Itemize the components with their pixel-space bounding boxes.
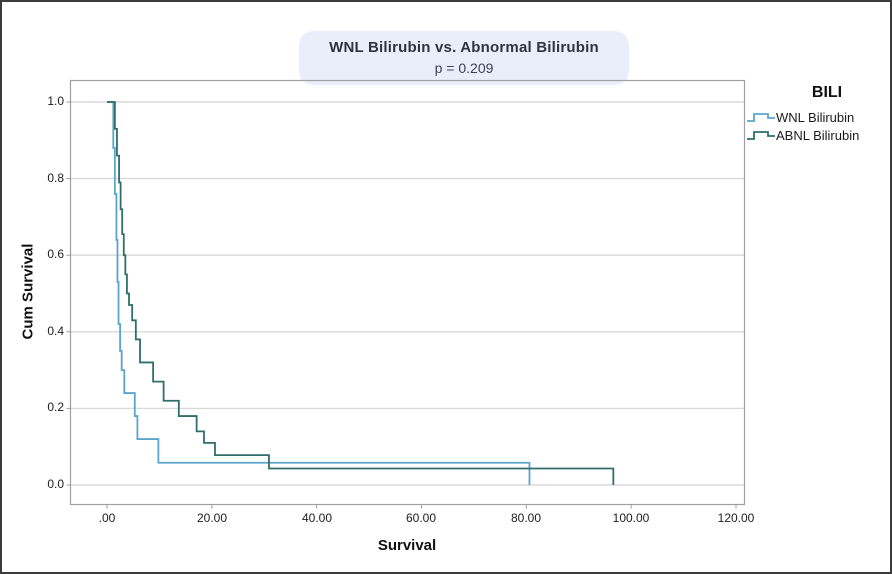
x-axis-title: Survival [377,537,437,554]
gridlines [70,101,745,486]
chart-title: WNL Bilirubin vs. Abnormal Bilirubin [329,39,599,57]
y-axis-title: Cum Survival [19,243,37,340]
y-tick-0.6: 0.6 [47,247,64,261]
y-tick-1.0: 1.0 [47,94,64,108]
legend-title: BILI [811,84,843,101]
curve-wnl-bilirubin [107,101,531,485]
curve-abnl-bilirubin [107,101,615,485]
plot-frame [69,79,746,506]
y-tick-0.8: 0.8 [47,171,64,185]
wnl-step-line-icon [747,113,775,122]
legend-item-abnl: ABNL Bilirubin [746,126,890,144]
x-tick-0: .00 [98,511,116,525]
p-value-text: p = 0.209 [434,59,494,76]
legend-label-wnl: WNL Bilirubin [776,109,855,125]
chart-title-pill: WNL Bilirubin vs. Abnormal Bilirubin p =… [299,31,629,85]
abnl-step-line-icon [747,131,775,140]
legend: BILI WNL Bilirubin ABNL Bilirubin [746,84,890,144]
x-tick-120: 120.00 [717,511,755,525]
x-tick-40: 40.00 [301,511,333,525]
legend-label-abnl: ABNL Bilirubin [776,127,860,143]
x-tick-20: 20.00 [196,511,228,525]
x-tick-80: 80.00 [510,511,542,525]
y-tick-0.0: 0.0 [47,477,64,491]
x-tick-60: 60.00 [405,511,437,525]
legend-item-wnl: WNL Bilirubin [746,108,890,126]
x-tick-100: 100.00 [612,511,650,525]
survival-curves [107,101,615,485]
y-tick-0.4: 0.4 [47,324,64,338]
tick-marks [66,101,737,509]
y-tick-0.2: 0.2 [47,400,64,414]
